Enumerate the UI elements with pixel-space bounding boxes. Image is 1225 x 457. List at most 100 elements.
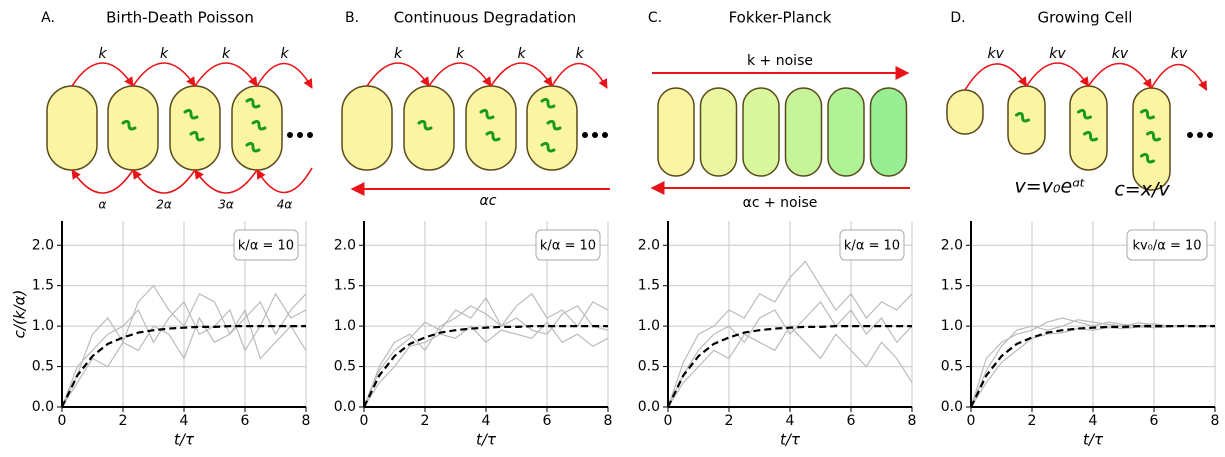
- x-axis-label: t/τ: [780, 431, 801, 449]
- y-tick-label: 2.0: [941, 237, 963, 253]
- cell: [341, 85, 393, 171]
- ellipsis-dot: [582, 132, 588, 138]
- x-tick-label: 8: [1211, 413, 1220, 429]
- rate-arrow: [490, 62, 553, 87]
- y-tick-label: 0.5: [32, 359, 54, 375]
- rate-label: 3α: [218, 198, 234, 212]
- squiggle: [540, 141, 556, 153]
- cell: [46, 85, 98, 171]
- mean-curve: [363, 325, 608, 408]
- rate-arrow: [1087, 62, 1153, 89]
- squiggle: [1146, 130, 1161, 142]
- ellipsis-dot: [1197, 132, 1203, 138]
- y-tick-label: 0.0: [32, 399, 54, 415]
- rate-arrow: [256, 167, 313, 194]
- ellipsis-dot: [1187, 132, 1193, 138]
- panel-label: C.: [648, 10, 662, 26]
- squiggle: [245, 141, 261, 153]
- rate-label: k: [575, 46, 584, 62]
- rate-label: α: [99, 198, 107, 212]
- cell: [699, 87, 738, 177]
- panel-label: D.: [950, 10, 965, 26]
- annotation-box: [1126, 229, 1208, 261]
- x-tick-label: 0: [967, 413, 976, 429]
- x-tick-label: 2: [725, 413, 734, 429]
- annotation: k/α = 10: [844, 239, 900, 254]
- rate-arrow: [366, 62, 430, 87]
- cell: [526, 85, 578, 171]
- y-tick-label: 0.5: [334, 359, 356, 375]
- rate-label: kv: [988, 46, 1005, 62]
- x-tick-label: 4: [180, 413, 189, 429]
- rate-arrow: [132, 62, 196, 87]
- annotation: k/α = 10: [238, 239, 294, 254]
- squiggle: [251, 119, 267, 131]
- cell: [869, 87, 908, 177]
- y-tick-label: 0.5: [638, 359, 660, 375]
- trajectory: [363, 305, 609, 408]
- y-tick-label: 2.0: [32, 237, 54, 253]
- rate-label: kv: [1112, 46, 1129, 62]
- x-tick-label: 6: [241, 413, 250, 429]
- ellipsis-dot: [307, 132, 313, 138]
- y-tick-label: 1.0: [638, 318, 660, 334]
- rate-arrow: [428, 62, 492, 87]
- cell: [465, 85, 517, 171]
- trajectory: [363, 321, 609, 408]
- rate-label: k: [456, 46, 465, 62]
- ellipsis-dot: [602, 132, 608, 138]
- x-tick-label: 6: [1150, 413, 1159, 429]
- rate-label: k: [98, 46, 107, 62]
- x-axis-label: t/τ: [174, 431, 195, 449]
- y-tick-label: 1.5: [32, 278, 54, 294]
- trajectory: [61, 284, 307, 408]
- cell: [1132, 87, 1171, 191]
- y-tick-label: 0.0: [941, 399, 963, 415]
- y-tick-label: 1.0: [32, 318, 54, 334]
- rate-arrow: [71, 169, 134, 194]
- squiggle: [189, 130, 205, 142]
- formula: c=x/v: [1114, 179, 1170, 201]
- x-tick-label: 0: [664, 413, 673, 429]
- rate-arrow: [1025, 62, 1090, 87]
- rate-label: k: [160, 46, 169, 62]
- y-tick-label: 2.0: [638, 237, 660, 253]
- x-tick-label: 8: [908, 413, 917, 429]
- mean-curve: [970, 325, 1215, 408]
- x-tick-label: 4: [1089, 413, 1098, 429]
- squiggle: [121, 119, 137, 131]
- x-tick-label: 2: [421, 413, 430, 429]
- cell: [827, 87, 865, 177]
- rate-label: kv: [1049, 46, 1066, 62]
- panel-title: Growing Cell: [1038, 9, 1133, 27]
- x-tick-label: 4: [482, 413, 491, 429]
- y-tick-label: 0.0: [334, 399, 356, 415]
- x-axis-label: t/τ: [1083, 431, 1104, 449]
- mean-curve: [61, 325, 306, 408]
- trajectory: [970, 319, 1216, 408]
- ellipsis-dot: [287, 132, 293, 138]
- rate-arrow: [132, 169, 196, 194]
- cell: [657, 87, 695, 177]
- squiggle: [1140, 108, 1155, 120]
- y-axis-label: c/(k/α): [11, 290, 29, 339]
- ellipsis-dot: [297, 132, 303, 138]
- panel-label: A.: [41, 10, 55, 26]
- trajectory: [667, 300, 913, 408]
- ellipsis-dot: [592, 132, 598, 138]
- rate-label: kv: [1171, 46, 1188, 62]
- x-tick-label: 4: [786, 413, 795, 429]
- squiggle: [540, 97, 556, 109]
- trajectory: [970, 325, 1216, 408]
- trajectory: [61, 308, 307, 408]
- rate-label: k: [222, 46, 231, 62]
- formula: v=v₀eᵅᵗ: [1014, 176, 1085, 198]
- y-tick-label: 0.5: [941, 359, 963, 375]
- x-tick-label: 6: [543, 413, 552, 429]
- squiggle: [546, 119, 562, 131]
- squiggle: [479, 108, 495, 120]
- annotation-box: [839, 229, 905, 261]
- squiggle: [183, 108, 199, 120]
- rate-label: αc + noise: [743, 195, 818, 211]
- y-tick-label: 1.5: [334, 278, 356, 294]
